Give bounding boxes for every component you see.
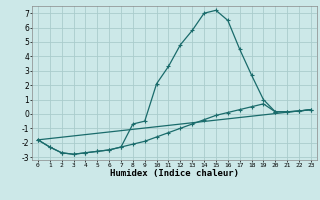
X-axis label: Humidex (Indice chaleur): Humidex (Indice chaleur) <box>110 169 239 178</box>
